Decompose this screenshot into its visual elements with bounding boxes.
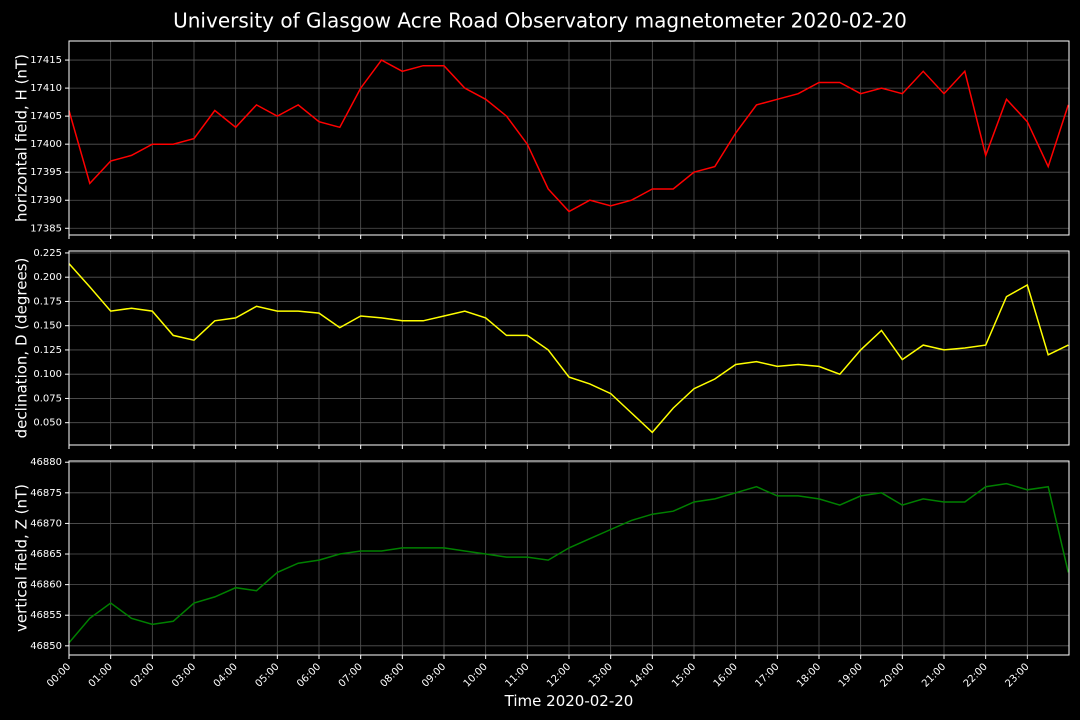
y-tick-label: 46880	[30, 457, 62, 468]
x-tick-label: 19:00	[837, 661, 865, 689]
y-tick-label: 0.075	[33, 393, 62, 404]
axes-frame	[68, 250, 1070, 446]
y-tick-label: 46860	[30, 580, 62, 591]
x-tick-label: 11:00	[503, 661, 531, 689]
x-tick-label: 09:00	[420, 661, 448, 689]
y-tick-label: 0.100	[33, 369, 62, 380]
x-tick-label: 00:00	[45, 661, 73, 689]
y-tick-label: 46870	[30, 518, 62, 529]
x-tick-label: 06:00	[295, 661, 323, 689]
x-tick-label: 22:00	[962, 661, 990, 689]
y-tick-label: 46855	[30, 610, 62, 621]
x-tick-label: 18:00	[795, 661, 823, 689]
y-tick-label: 0.125	[33, 345, 62, 356]
y-tick-label: 0.200	[33, 272, 62, 283]
x-tick-label: 10:00	[462, 661, 490, 689]
y-tick-label: 0.175	[33, 296, 62, 307]
x-tick-label: 16:00	[712, 661, 740, 689]
x-tick-label: 07:00	[337, 661, 365, 689]
axes-frame	[68, 460, 1070, 656]
x-tick-label: 05:00	[253, 661, 281, 689]
y-tick-label: 46875	[30, 488, 62, 499]
x-tick-label: 13:00	[587, 661, 615, 689]
chart-title: University of Glasgow Acre Road Observat…	[173, 9, 907, 33]
y-tick-label: 17405	[30, 111, 62, 122]
y-tick-label: 0.150	[33, 321, 62, 332]
y-tick-label: 17410	[30, 83, 62, 94]
y-axis-label: horizontal field, H (nT)	[13, 54, 31, 222]
y-tick-label: 0.225	[33, 248, 62, 259]
y-tick-label: 46865	[30, 549, 62, 560]
y-tick-label: 17385	[30, 223, 62, 234]
x-tick-label: 14:00	[628, 661, 656, 689]
y-tick-label: 17395	[30, 167, 62, 178]
x-tick-label: 20:00	[878, 661, 906, 689]
y-tick-label: 17400	[30, 139, 62, 150]
data-line	[68, 263, 1069, 434]
axes-frame	[68, 40, 1070, 236]
y-tick-label: 17415	[30, 55, 62, 66]
x-tick-label: 17:00	[753, 661, 781, 689]
x-tick-label: 02:00	[128, 661, 156, 689]
data-line	[68, 59, 1070, 213]
x-axis-label: Time 2020-02-20	[504, 692, 634, 710]
x-tick-label: 08:00	[378, 661, 406, 689]
x-tick-label: 21:00	[920, 661, 948, 689]
x-tick-label: 01:00	[87, 661, 115, 689]
y-axis-label: vertical field, Z (nT)	[13, 484, 31, 632]
data-line	[68, 482, 1070, 644]
x-tick-label: 15:00	[670, 661, 698, 689]
y-tick-label: 17390	[30, 195, 62, 206]
y-axis-label: declination, D (degrees)	[13, 258, 31, 439]
x-tick-label: 03:00	[170, 661, 198, 689]
y-tick-label: 0.050	[33, 418, 62, 429]
y-tick-label: 46850	[30, 641, 62, 652]
x-tick-label: 04:00	[212, 661, 240, 689]
x-tick-label: 23:00	[1003, 661, 1031, 689]
x-tick-label: 12:00	[545, 661, 573, 689]
